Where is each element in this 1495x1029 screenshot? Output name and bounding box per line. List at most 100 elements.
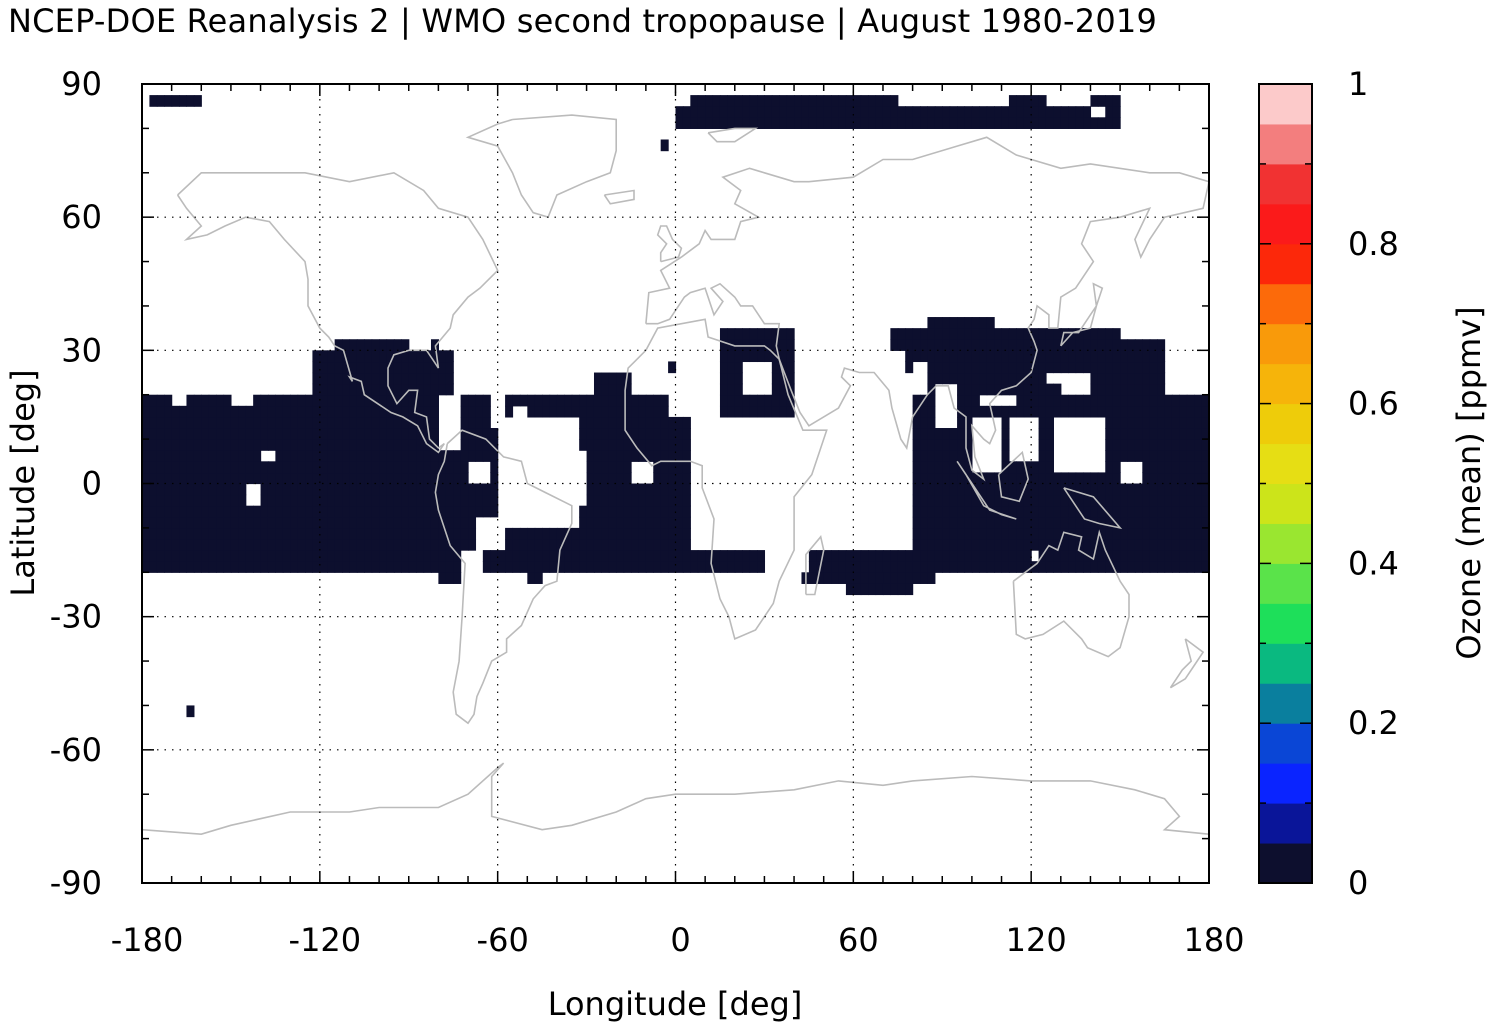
ozone-cell <box>371 516 380 529</box>
ozone-cell <box>527 561 536 573</box>
ozone-cell <box>971 394 980 407</box>
ozone-cell <box>1149 383 1158 396</box>
ozone-cell <box>927 361 936 374</box>
ozone-cell <box>290 428 299 440</box>
colorbar-swatch <box>1259 283 1312 325</box>
ozone-cell <box>668 416 677 429</box>
ozone-cell <box>342 450 351 462</box>
ozone-cell <box>564 538 573 551</box>
x-tick-label: -60 <box>477 921 529 959</box>
ozone-cell <box>438 350 447 363</box>
ozone-cell <box>445 527 454 540</box>
ozone-cell <box>645 405 654 418</box>
ozone-cell <box>593 439 602 451</box>
ozone-cell <box>1038 494 1047 507</box>
ozone-cell <box>920 450 929 462</box>
ozone-cell <box>905 328 914 340</box>
ozone-cell <box>1023 117 1032 129</box>
y-tick-label: 60 <box>61 198 102 236</box>
ozone-cell <box>593 561 602 573</box>
ozone-cell <box>334 416 343 429</box>
ozone-cell <box>230 416 239 429</box>
ozone-cell <box>608 428 617 440</box>
ozone-cell <box>682 516 691 529</box>
ozone-cell <box>267 416 276 429</box>
ozone-cell <box>949 317 958 329</box>
ozone-cell <box>994 550 1003 562</box>
ozone-cell <box>253 405 262 418</box>
ozone-cell <box>223 550 232 562</box>
ozone-cell <box>816 95 825 107</box>
ozone-cell <box>964 394 973 407</box>
ozone-cell <box>282 450 291 462</box>
ozone-cell <box>616 383 625 396</box>
ozone-cell <box>808 550 817 562</box>
ozone-cell <box>771 106 780 118</box>
ozone-cell <box>468 538 477 551</box>
ozone-cell <box>216 416 225 429</box>
ozone-cell <box>845 117 854 129</box>
ozone-cell <box>601 428 610 440</box>
ozone-cell <box>1008 538 1017 551</box>
ozone-cell <box>371 428 380 440</box>
ozone-cell <box>1134 450 1143 462</box>
ozone-cell <box>1105 505 1114 518</box>
ozone-cell <box>1045 383 1054 396</box>
ozone-cell <box>305 394 314 407</box>
ozone-cell <box>1075 339 1084 351</box>
ozone-cell <box>971 106 980 118</box>
ozone-cell <box>1142 494 1151 507</box>
ozone-cell <box>401 516 410 529</box>
ozone-cell <box>238 550 247 562</box>
ozone-cell <box>986 494 995 507</box>
ozone-cell <box>327 439 336 451</box>
ozone-cell <box>349 350 358 363</box>
ozone-cell <box>334 550 343 562</box>
ozone-cell <box>142 472 151 485</box>
ozone-cell <box>905 106 914 118</box>
ozone-cell <box>297 483 306 496</box>
ozone-cell <box>971 550 980 562</box>
ozone-cell <box>142 561 151 573</box>
ozone-cell <box>305 416 314 429</box>
ozone-cell <box>401 461 410 474</box>
ozone-cell <box>1149 450 1158 462</box>
ozone-cell <box>586 416 595 429</box>
ozone-cell <box>505 527 514 540</box>
ozone-cell <box>1120 339 1129 351</box>
ozone-cell <box>193 527 202 540</box>
ozone-cell <box>490 472 499 485</box>
ozone-cell <box>1120 494 1129 507</box>
ozone-cell <box>1105 550 1114 562</box>
colorbar-swatch <box>1259 683 1312 724</box>
ozone-cell <box>186 461 195 474</box>
ozone-cell <box>912 450 921 462</box>
ozone-cell <box>1142 339 1151 351</box>
ozone-cell <box>719 350 728 363</box>
ozone-cell <box>438 494 447 507</box>
ozone-cell <box>593 450 602 462</box>
colorbar-swatch <box>1259 523 1312 564</box>
ozone-cell <box>616 494 625 507</box>
ozone-cell <box>1105 561 1114 573</box>
ozone-cell <box>986 538 995 551</box>
ozone-cell <box>875 583 884 596</box>
ozone-cell <box>920 572 929 584</box>
ozone-cell <box>1142 416 1151 429</box>
ozone-cell <box>349 550 358 562</box>
ozone-cell <box>356 538 365 551</box>
ozone-cell <box>342 416 351 429</box>
colorbar-tick-labels: 00.20.40.60.81 <box>1348 65 1399 902</box>
ozone-cell <box>1016 350 1025 363</box>
ozone-cell <box>1023 106 1032 118</box>
ozone-cell <box>786 405 795 418</box>
colorbar-swatch <box>1259 803 1312 844</box>
ozone-cell <box>1112 328 1121 340</box>
ozone-cell <box>608 372 617 385</box>
ozone-cell <box>401 428 410 440</box>
ozone-cell <box>1194 505 1203 518</box>
ozone-cell <box>1090 472 1099 485</box>
ozone-cell <box>193 505 202 518</box>
ozone-cell <box>942 550 951 562</box>
ozone-cell <box>1090 339 1099 351</box>
